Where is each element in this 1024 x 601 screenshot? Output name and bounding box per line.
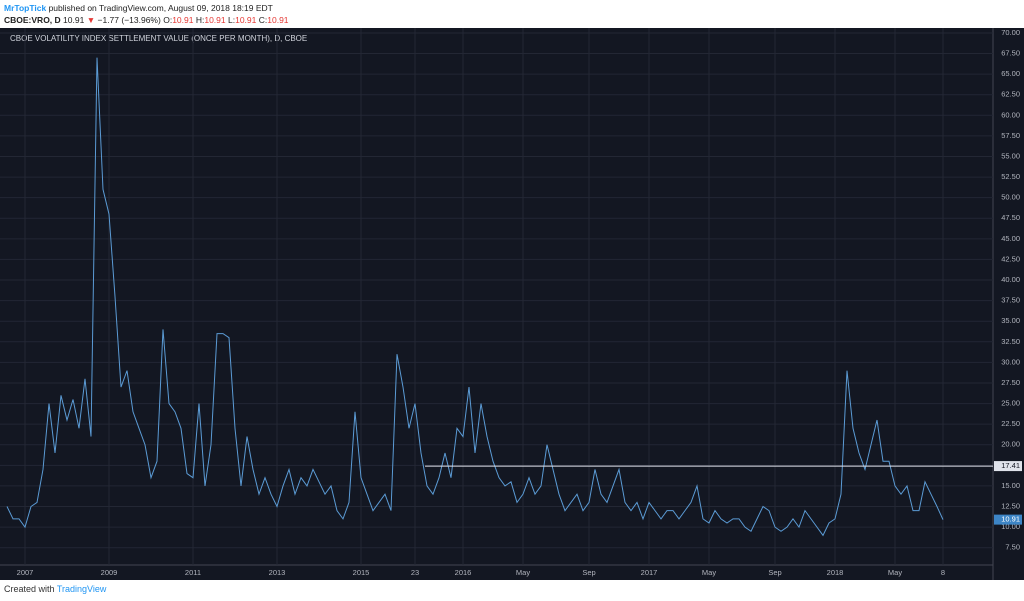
y-tick-label: 27.50	[1001, 378, 1020, 387]
y-tick-label: 32.50	[1001, 337, 1020, 346]
x-tick-label: May	[888, 568, 902, 577]
y-tick-label: 10.00	[1001, 522, 1020, 531]
y-tick-label: 60.00	[1001, 110, 1020, 119]
y-tick-label: 22.50	[1001, 419, 1020, 428]
last: 10.91	[63, 15, 85, 25]
y-tick-label: 67.50	[1001, 49, 1020, 58]
y-tick-label: 12.50	[1001, 502, 1020, 511]
ohlc-label: H:	[195, 15, 205, 25]
y-tick-label: 50.00	[1001, 193, 1020, 202]
y-tick-label: 15.00	[1001, 481, 1020, 490]
x-tick-label: 8	[941, 568, 945, 577]
x-tick-label: 2013	[269, 568, 286, 577]
y-tick-label: 25.00	[1001, 399, 1020, 408]
ohlc-label: O:	[163, 15, 173, 25]
y-tick-label: 52.50	[1001, 172, 1020, 181]
x-tick-label: 23	[411, 568, 419, 577]
y-tick-label: 62.50	[1001, 90, 1020, 99]
header: MrTopTick published on TradingView.com, …	[4, 2, 289, 26]
y-tick-label: 35.00	[1001, 316, 1020, 325]
x-tick-label: Sep	[768, 568, 781, 577]
ohlc-value: 10.91	[204, 15, 226, 25]
y-tick-label: 30.00	[1001, 357, 1020, 366]
last-value-tag	[994, 514, 1022, 525]
ohlc-value: 10.91	[267, 15, 289, 25]
x-tick-label: 2009	[101, 568, 118, 577]
y-tick-label: 42.50	[1001, 254, 1020, 263]
ohlc-value: 10.91	[235, 15, 257, 25]
ohlc-label: C:	[258, 15, 268, 25]
price-tag-label: 17.41	[1001, 461, 1020, 470]
x-tick-label: 2016	[455, 568, 472, 577]
y-tick-label: 57.50	[1001, 131, 1020, 140]
publisher[interactable]: MrTopTick	[4, 3, 47, 13]
y-tick-label: 45.00	[1001, 234, 1020, 243]
ohlc: O:10.91 H:10.91 L:10.91 C:10.91	[163, 15, 288, 25]
y-tick-label: 20.00	[1001, 440, 1020, 449]
y-tick-label: 7.50	[1005, 543, 1020, 552]
x-tick-label: Sep	[582, 568, 595, 577]
x-tick-label: 2018	[827, 568, 844, 577]
x-tick-label: 2007	[17, 568, 34, 577]
chart: CBOE VOLATILITY INDEX SETTLEMENT VALUE (…	[0, 28, 1024, 580]
y-tick-label: 47.50	[1001, 213, 1020, 222]
arrow: ▼	[86, 15, 96, 25]
y-tick-label: 55.00	[1001, 151, 1020, 160]
y-tick-label: 40.00	[1001, 275, 1020, 284]
price-tag	[994, 461, 1022, 472]
footer-text: Created with	[4, 584, 55, 594]
x-tick-label: May	[702, 568, 716, 577]
x-tick-label: 2011	[185, 568, 201, 577]
series-line	[6, 57, 944, 537]
x-tick-label: 2015	[353, 568, 370, 577]
background	[0, 28, 1024, 580]
x-tick-label: 2017	[641, 568, 658, 577]
last-value-label: 10.91	[1001, 515, 1020, 524]
y-tick-label: 70.00	[1001, 28, 1020, 37]
ohlc-value: 10.91	[172, 15, 194, 25]
ohlc-label: L:	[228, 15, 236, 25]
symbol: CBOE:VRO, D	[4, 15, 61, 25]
change: −1.77 (−13.96%)	[97, 15, 161, 25]
chart-title: CBOE VOLATILITY INDEX SETTLEMENT VALUE (…	[10, 34, 307, 43]
x-tick-label: May	[516, 568, 530, 577]
y-tick-label: 65.00	[1001, 69, 1020, 78]
y-tick-label: 37.50	[1001, 296, 1020, 305]
published: published on TradingView.com, August 09,…	[46, 3, 273, 13]
footer: Created with TradingView	[4, 584, 106, 594]
brand[interactable]: TradingView	[56, 584, 107, 594]
